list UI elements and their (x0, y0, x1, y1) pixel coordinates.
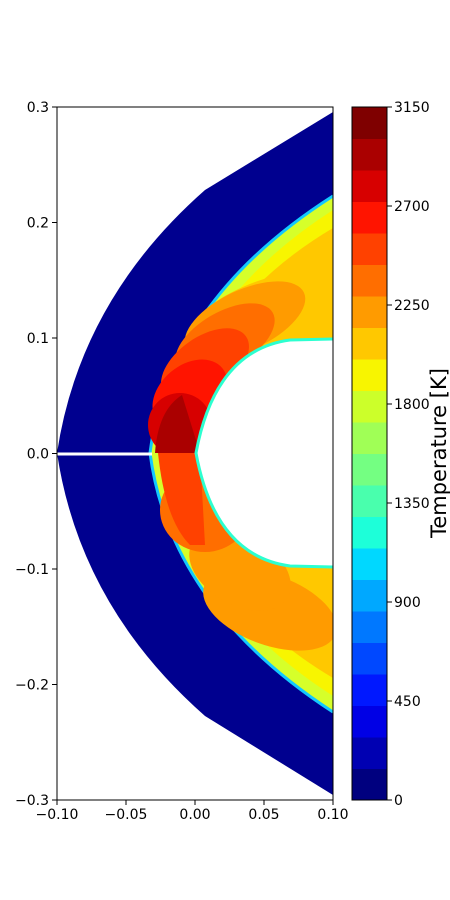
colorbar-band (352, 768, 387, 801)
y-axis: 0.3 0.2 0.1 0.0 −0.1 −0.2 −0.3 (15, 100, 57, 809)
colorbar-band (352, 548, 387, 580)
colorbar-tick-label: 1800 (394, 397, 430, 413)
colorbar-band (352, 107, 387, 139)
x-tick-label: −0.05 (105, 807, 148, 823)
body-rim (194, 337, 333, 569)
colorbar-band (352, 233, 387, 265)
colorbar-band (352, 138, 387, 171)
colorbar-tick-label: 0 (394, 793, 403, 809)
colorbar-tick-label: 450 (394, 694, 421, 710)
colorbar-band (352, 485, 387, 517)
colorbar-band (352, 422, 387, 454)
colorbar-ticks: 3150 2700 2250 1800 1350 900 450 0 (387, 100, 430, 809)
colorbar-band (352, 170, 387, 202)
y-tick-label: 0.2 (27, 216, 49, 232)
colorbar-band (352, 264, 387, 297)
colorbar-tick-label: 1350 (394, 496, 430, 512)
colorbar-band (352, 737, 387, 769)
x-tick-label: −0.10 (36, 807, 79, 823)
y-tick-label: −0.3 (15, 793, 49, 809)
y-tick-label: 0.1 (27, 331, 49, 347)
colorbar-tick-label: 900 (394, 595, 421, 611)
contour-plot (57, 112, 333, 795)
colorbar-band (352, 327, 387, 360)
colorbar-band (352, 705, 387, 738)
y-tick-label: −0.1 (15, 562, 49, 578)
colorbar-band (352, 674, 387, 706)
colorbar (351, 106, 388, 801)
body-region (196, 339, 333, 567)
colorbar-band (352, 359, 387, 391)
y-tick-label: 0.3 (27, 100, 49, 116)
colorbar-band (352, 453, 387, 486)
x-tick-label: 0.10 (317, 807, 348, 823)
colorbar-tick-label: 2700 (394, 199, 430, 215)
x-tick-label: 0.05 (248, 807, 279, 823)
y-tick-label: 0.0 (27, 447, 49, 463)
colorbar-band (352, 642, 387, 675)
colorbar-band (352, 611, 387, 643)
colorbar-tick-label: 2250 (394, 298, 430, 314)
x-axis: −0.10 −0.05 0.00 0.05 0.10 (36, 800, 349, 823)
colorbar-band (352, 201, 387, 234)
colorbar-frame (351, 106, 388, 801)
colorbar-label: Temperature [K] (427, 368, 450, 539)
colorbar-tick-label: 3150 (394, 100, 430, 116)
colorbar-band (352, 516, 387, 549)
x-tick-label: 0.00 (179, 807, 210, 823)
y-tick-label: −0.2 (15, 678, 49, 694)
colorbar-band (352, 390, 387, 423)
colorbar-band (352, 579, 387, 612)
colorbar-band (352, 296, 387, 328)
